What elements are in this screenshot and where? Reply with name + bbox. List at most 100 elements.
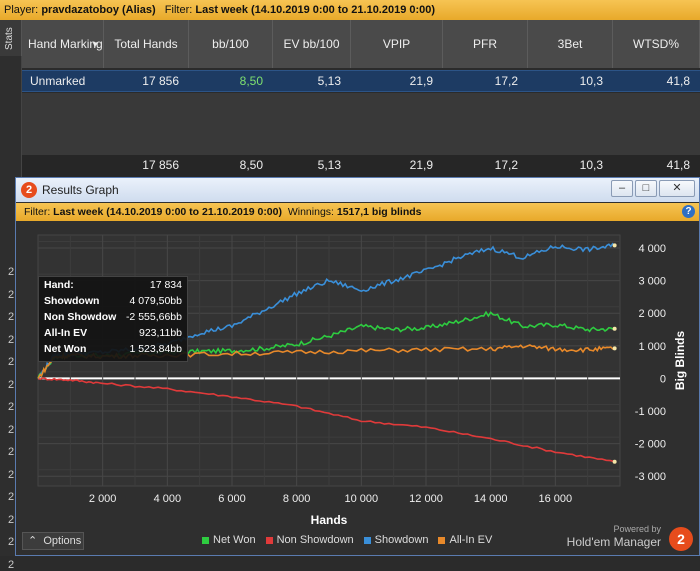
legend-item[interactable]: All-In EV xyxy=(438,534,492,546)
left-strip-digit: 2 xyxy=(8,401,15,413)
stats-totals-row: 17 856 8,50 5,13 21,9 17,2 10,3 41,8 xyxy=(22,155,700,177)
left-strip-digit: 2 xyxy=(8,468,15,481)
app-logo-icon: 2 xyxy=(21,182,37,198)
winnings-label: Winnings: xyxy=(287,206,334,218)
legend-label: Net Won xyxy=(213,534,256,546)
table-cell: 21,9 xyxy=(409,158,433,172)
stat-value: -2 555,66bb xyxy=(125,311,182,323)
x-tick-label: 4 000 xyxy=(154,493,182,505)
left-strip-digit: 2 xyxy=(8,536,15,548)
table-cell: 5,13 xyxy=(317,74,341,88)
chart-legend: Net Won Non Showdown Showdown All-In EV xyxy=(202,534,492,546)
legend-swatch xyxy=(265,536,273,544)
x-tick-label: 2 000 xyxy=(89,493,117,505)
options-label: Options xyxy=(43,535,82,547)
legend-label: Showdown xyxy=(374,534,429,546)
table-cell: 17,2 xyxy=(494,158,518,172)
legend-item[interactable]: Net Won xyxy=(202,534,256,546)
legend-swatch xyxy=(363,536,371,544)
left-strip-digit: 2 xyxy=(8,333,15,346)
table-cell: 8,50 xyxy=(239,158,263,172)
results-graph-window[interactable]: 2 Results Graph – □ ✕ Filter: Last week … xyxy=(15,177,700,556)
left-strip-digit: 2 xyxy=(8,513,15,526)
table-cell: 21,9 xyxy=(409,74,433,88)
y-tick-label: -2 000 xyxy=(635,439,666,451)
minimize-icon[interactable]: – xyxy=(611,180,633,197)
legend-item[interactable]: Non Showdown xyxy=(265,534,354,546)
y-tick-label: -1 000 xyxy=(635,406,666,418)
stat-row: Non Showdow -2 555,66bb xyxy=(39,309,187,325)
stat-label: Hand: xyxy=(44,279,74,291)
x-axis-title: Hands xyxy=(311,513,348,527)
stats-table-row[interactable]: Unmarked 17 856 8,50 5,13 21,9 17,2 10,3 41,8 xyxy=(22,70,700,92)
stats-tab-label: Stats xyxy=(4,27,15,50)
x-tick-label: 14 000 xyxy=(474,493,508,505)
legend-item[interactable]: Showdown xyxy=(363,534,429,546)
graph-filter-bar: Filter: Last week (14.10.2019 0:00 to 21… xyxy=(16,203,699,221)
column-header[interactable]: bb/100 xyxy=(189,20,273,68)
stat-value: 923,11bb xyxy=(138,327,182,339)
series-endpoint xyxy=(612,326,617,331)
graph-filter-label: Filter: xyxy=(24,206,51,218)
stat-label: Net Won xyxy=(44,343,87,355)
legend-swatch xyxy=(438,536,446,544)
stat-row: Hand: 17 834 xyxy=(39,277,187,293)
stats-table-header: Hand Marking ▼ Total Hands bb/100 EV bb/100 V… xyxy=(22,20,700,68)
stat-value: 1 523,84bb xyxy=(129,343,182,355)
table-cell: Unmarked xyxy=(30,74,86,88)
column-header[interactable]: Total Hands xyxy=(104,20,189,68)
stat-label: All-In EV xyxy=(44,327,88,339)
window-titlebar[interactable]: 2 Results Graph – □ ✕ xyxy=(16,178,699,202)
stat-value: 17 834 xyxy=(149,279,182,291)
player-filter-bar: Player: pravdazatoboy (Alias) Filter: La… xyxy=(0,0,700,20)
y-tick-label: 0 xyxy=(660,373,666,385)
series-endpoint xyxy=(612,459,617,464)
stat-row: Net Won 1 523,84bb xyxy=(39,341,187,357)
filter-value[interactable]: Last week (14.10.2019 0:00 to 21.10.2019… xyxy=(195,4,436,16)
brand-name: Hold'em Manager xyxy=(566,535,661,549)
legend-swatch xyxy=(202,536,209,544)
y-tick-label: -3 000 xyxy=(635,471,666,483)
legend-label: All-In EV xyxy=(449,534,493,546)
column-header[interactable]: WTSD% xyxy=(613,20,700,68)
x-tick-label: 10 000 xyxy=(345,493,379,505)
options-button[interactable]: ⌃ Options xyxy=(22,532,84,550)
player-value[interactable]: pravdazatoboy (Alias) xyxy=(41,4,156,16)
left-strip-digit: 2 xyxy=(8,423,15,436)
left-strip-digit: 2 xyxy=(8,558,15,571)
y-tick-label: 1 000 xyxy=(638,341,666,353)
y-tick-label: 2 000 xyxy=(638,308,666,320)
column-header[interactable]: Hand Marking ▼ xyxy=(22,20,104,68)
left-strip-digit: 2 xyxy=(8,491,15,503)
column-header[interactable]: EV bb/100 xyxy=(273,20,351,68)
table-cell: 41,8 xyxy=(666,158,690,172)
table-cell: 10,3 xyxy=(579,158,603,172)
left-strip-digit: 2 xyxy=(8,288,15,301)
table-cell: 8,50 xyxy=(239,74,263,88)
legend-label: Non Showdown xyxy=(276,534,354,546)
graph-filter-value[interactable]: Last week (14.10.2019 0:00 to 21.10.2019… xyxy=(53,206,282,218)
window-title: Results Graph xyxy=(42,183,119,197)
column-header[interactable]: PFR xyxy=(443,20,528,68)
stat-label: Showdown xyxy=(44,295,100,307)
y-tick-label: 4 000 xyxy=(638,243,666,255)
results-chart: 4 000 3 000 2 000 1 000 0 -1 000 -2 000 -3 000 2… xyxy=(37,234,687,527)
chevron-down-icon[interactable]: ▼ xyxy=(91,39,99,49)
close-icon[interactable]: ✕ xyxy=(659,180,695,197)
column-header[interactable]: 3Bet xyxy=(528,20,613,68)
table-cell: 5,13 xyxy=(317,158,341,172)
help-icon[interactable]: ? xyxy=(682,205,695,218)
left-strip-digit: 2 xyxy=(8,446,15,458)
series-endpoint xyxy=(612,346,617,351)
brand-logo-icon: 2 xyxy=(669,527,693,551)
table-cell xyxy=(22,155,104,177)
maximize-icon[interactable]: □ xyxy=(635,180,657,197)
column-header[interactable]: VPIP xyxy=(351,20,443,68)
stats-side-tab[interactable]: Stats xyxy=(0,20,22,56)
y-axis-title: Big Blinds xyxy=(673,331,687,391)
winnings-value: 1517,1 big blinds xyxy=(336,206,422,218)
stats-tooltip-box: Hand: 17 834 Showdown 4 079,50bb Non Showdow… xyxy=(38,276,188,362)
stat-value: 4 079,50bb xyxy=(129,295,182,307)
left-strip-digit: 2 xyxy=(8,311,15,323)
filter-label: Filter: xyxy=(164,4,193,16)
